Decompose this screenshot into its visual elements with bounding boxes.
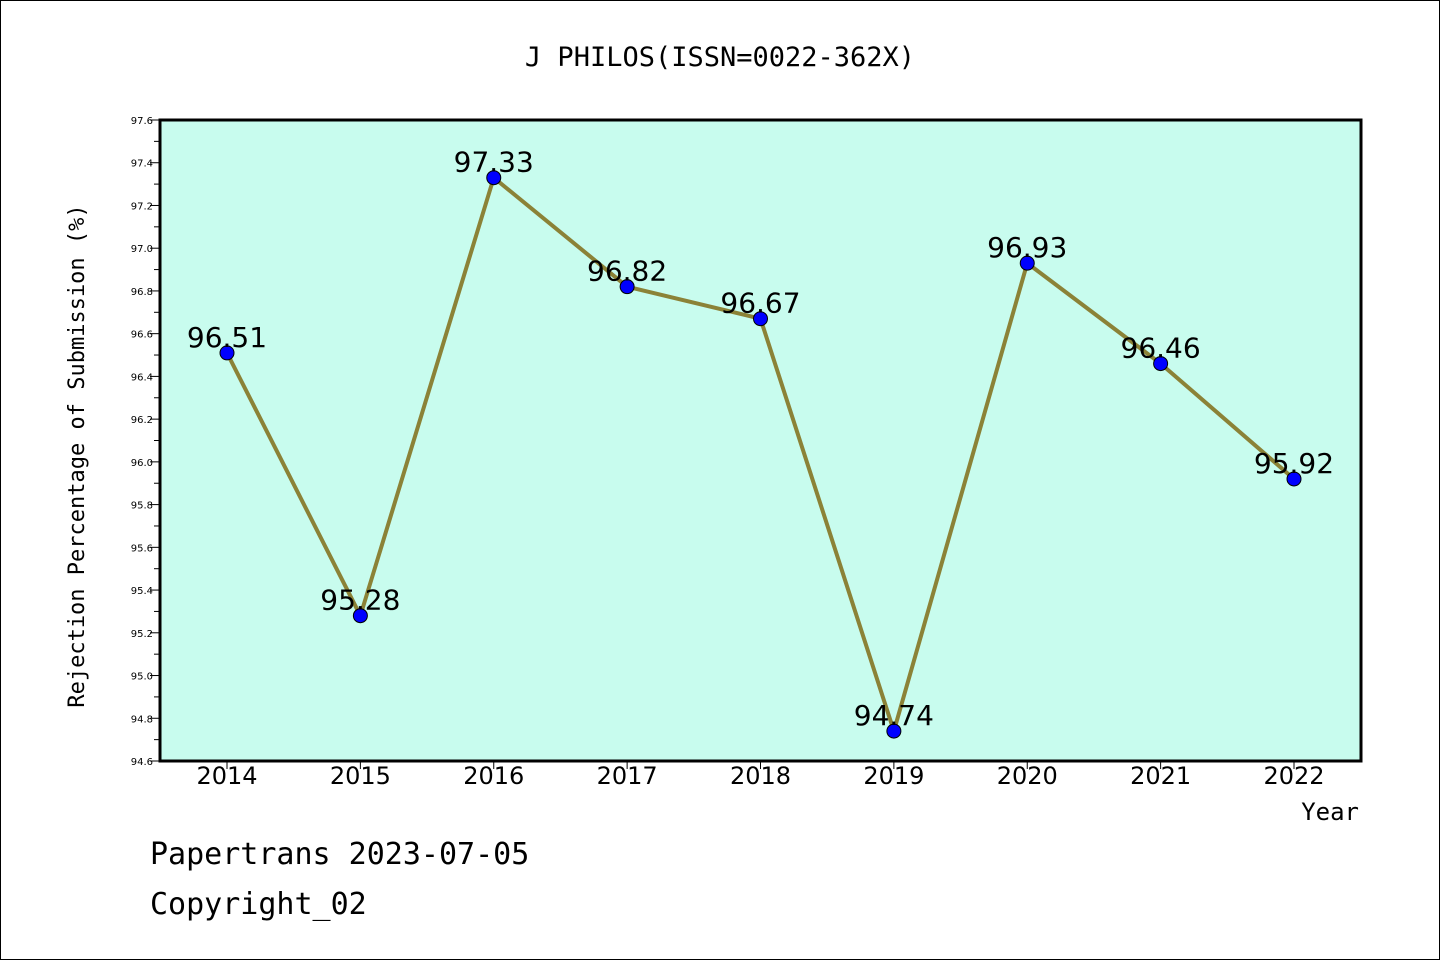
data-label: 94.74 (854, 699, 934, 732)
x-tick-label: 2015 (330, 762, 391, 790)
x-tick-label: 2019 (863, 762, 924, 790)
y-tick-label: 97.0 (131, 244, 153, 255)
y-tick-label: 96.0 (131, 458, 153, 469)
y-tick-label: 94.8 (131, 714, 153, 725)
x-axis-ticks: 2014 2015 2016 2017 2018 2019 2020 2021 2022 (196, 761, 1325, 790)
data-label: 95.92 (1254, 447, 1334, 480)
x-tick-label: 2017 (597, 762, 658, 790)
y-tick-label: 95.2 (131, 629, 153, 640)
y-tick-label: 96.2 (131, 415, 153, 426)
data-label: 96.82 (587, 255, 667, 288)
y-axis-ticks: 94.6 94.8 95.0 95.2 95.4 95.6 95.8 96.0 96.2 96.4… (131, 116, 160, 768)
data-point (619, 279, 635, 295)
data-label: 96.51 (187, 321, 267, 354)
x-tick-label: 2022 (1263, 762, 1324, 790)
y-tick-label: 94.6 (131, 757, 153, 768)
data-value-labels: 96.51 95.28 97.33 96.82 96.67 94.74 96.93 96.46… (187, 146, 1334, 732)
data-markers (219, 170, 1302, 739)
x-tick-label: 2021 (1130, 762, 1191, 790)
y-tick-label: 96.6 (131, 330, 153, 341)
x-tick-label: 2016 (463, 762, 524, 790)
data-point (1153, 356, 1169, 372)
data-point (219, 345, 235, 361)
y-tick-label: 97.2 (131, 201, 153, 212)
y-tick-label: 95.4 (131, 586, 153, 597)
data-point (486, 170, 502, 186)
y-axis-label: Rejection Percentage of Submission (%) (65, 204, 90, 707)
x-axis-label: Year (1301, 798, 1359, 826)
data-point (1019, 255, 1035, 271)
data-label: 96.93 (987, 231, 1067, 264)
y-tick-label: 96.8 (131, 287, 153, 298)
y-tick-label: 95.6 (131, 543, 153, 554)
data-label: 95.28 (320, 584, 400, 617)
data-point (352, 608, 368, 624)
footer-copyright: Copyright_02 (150, 887, 367, 922)
y-tick-label: 95.8 (131, 501, 153, 512)
y-tick-label: 96.4 (131, 372, 153, 383)
y-tick-label: 97.4 (131, 159, 153, 170)
data-label: 96.46 (1121, 332, 1201, 365)
chart-title: J PHILOS(ISSN=0022-362X) (525, 42, 915, 73)
y-tick-label: 95.0 (131, 672, 153, 683)
plot-area (158, 118, 1363, 763)
y-tick-label: 97.6 (131, 116, 153, 127)
x-tick-label: 2014 (196, 762, 257, 790)
data-point (753, 311, 768, 327)
data-label: 96.67 (720, 287, 800, 320)
data-point (886, 723, 902, 739)
data-point (1286, 471, 1302, 487)
data-label: 97.33 (454, 146, 534, 179)
x-tick-label: 2018 (730, 762, 791, 790)
x-tick-label: 2020 (997, 762, 1058, 790)
footer-date: Papertrans 2023-07-05 (150, 837, 529, 872)
